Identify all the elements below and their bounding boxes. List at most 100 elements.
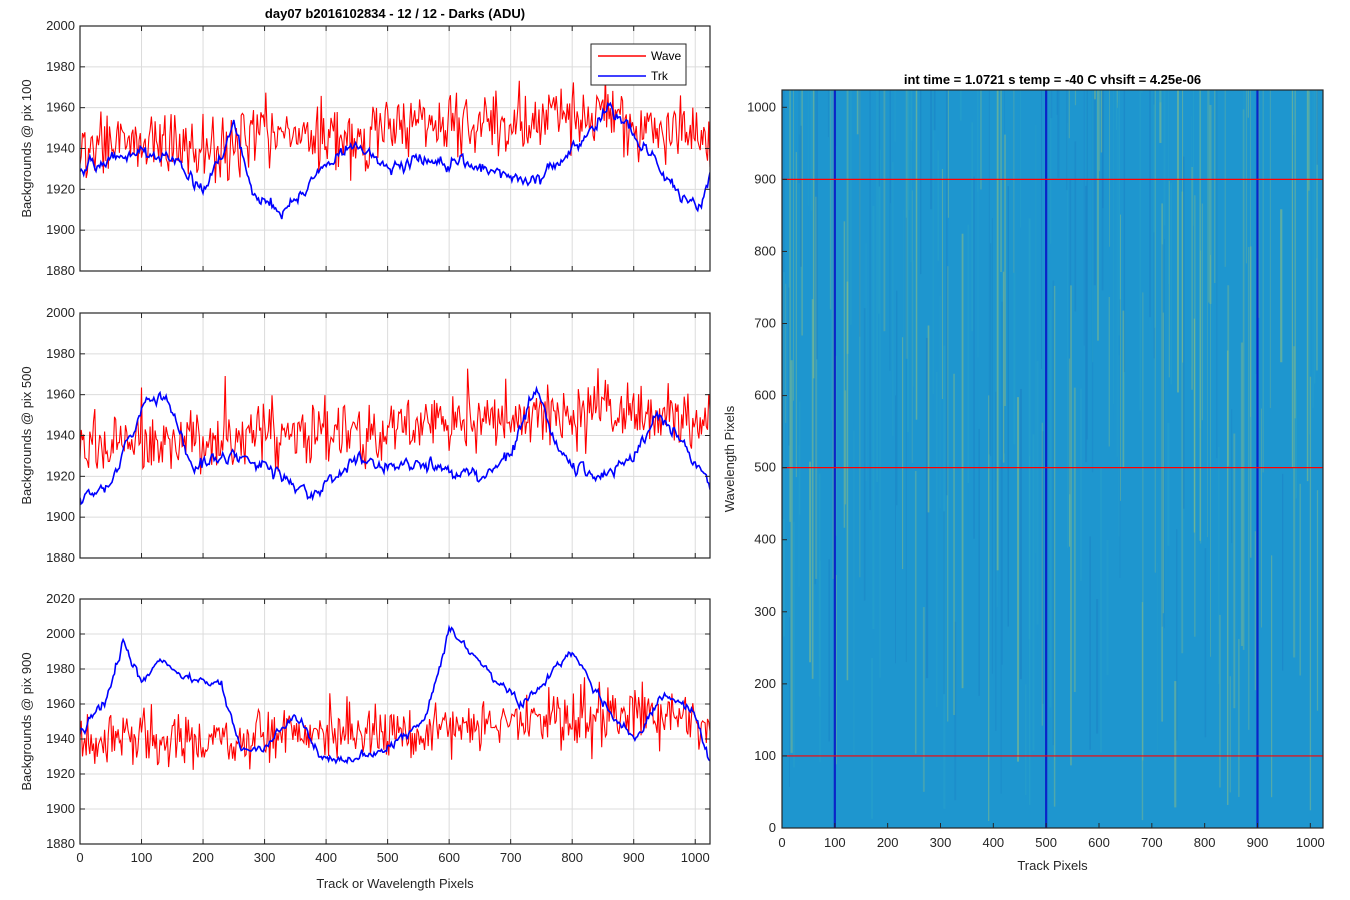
heatmap-streak [939,295,941,509]
line-panel-2: 1880 1900 1920 1940 1960 1980 2000 Backgrounds … [19,305,711,565]
heatmap-streak [1245,90,1247,264]
heatmap-streak [996,90,999,571]
x-tick-label: 0 [76,850,83,865]
legend-label-trk: Trk [651,69,669,83]
heatmap-streak [1167,422,1170,546]
x-tick-label: 200 [877,835,899,850]
heatmap-streak [1271,555,1273,798]
x-tick-label: 600 [438,850,460,865]
heatmap-streak [1316,490,1319,711]
y-tick-label: 1000 [747,99,776,114]
heatmap-streak [1208,90,1210,303]
figure-axes-layer: 1880190019201940196019802000Backgrounds … [19,6,1325,891]
heatmap-streak [819,560,821,763]
heatmap-streak [932,90,934,394]
y-tick-label: 500 [754,460,776,475]
heatmap-streak [1159,90,1162,143]
heatmap-streak [990,243,992,457]
heatmap-streak [1019,90,1021,228]
heatmap-streak [829,90,832,310]
heatmap-streak [816,90,818,360]
heatmap-streak [1153,104,1156,233]
heatmap-streak [1108,297,1110,447]
heatmap-streak [1193,318,1196,533]
y-tick-label: 600 [754,388,776,403]
heatmap-streak [1041,422,1044,726]
y-axis-label: Backgrounds @ pix 900 [19,652,34,790]
y-tick-label: 0 [769,820,776,835]
heatmap-streak [930,90,933,210]
heatmap-streak [1199,90,1202,429]
heatmap-streak [937,150,939,261]
heatmap-streak [859,90,861,337]
heatmap-streak [800,125,802,267]
heatmap-streak [996,481,998,608]
heatmap-streak [1120,214,1121,501]
heatmap-streak [1201,203,1203,421]
heatmap-streak [1249,246,1252,558]
heatmap-streak [922,607,925,792]
y-tick-label: 2000 [46,18,75,33]
x-tick-label: 900 [623,850,645,865]
heatmap-streak [1099,90,1101,172]
heatmap-streak [1057,90,1060,178]
heatmap-streak [910,90,913,141]
heatmap-streak [980,90,982,190]
heatmap-streak [1227,285,1230,466]
y-axis-label: Backgrounds @ pix 500 [19,366,34,504]
heatmap-streak [907,90,910,211]
heatmap-streak [793,521,795,768]
heatmap-streak [1074,90,1077,106]
heatmap-streak [807,90,809,206]
heatmap-streak [1168,180,1170,378]
heatmap-streak [1113,90,1115,405]
heatmap-streak [869,90,871,511]
heatmap-streak [1115,90,1118,130]
heatmap-streak [1080,388,1082,582]
x-tick-label: 800 [1194,835,1216,850]
heatmap-streak [1083,90,1085,346]
heatmap-streak [1068,90,1070,139]
heatmap-streak [1068,358,1071,547]
heatmap-streak [1116,102,1118,457]
series-line-trk [80,624,710,765]
heatmap-streak [1100,467,1102,753]
heatmap-streak [863,308,866,601]
y-tick-label: 2000 [46,305,75,320]
heatmap-streak [1219,614,1221,788]
heatmap-streak [914,471,917,754]
legend-box [590,43,687,86]
y-tick-label: 200 [754,676,776,691]
heatmap-streak [1085,185,1088,463]
heatmap-streak [878,90,881,187]
series-line-trk [80,101,710,220]
heatmap-streak [1102,90,1104,209]
heatmap-streak [1141,602,1144,821]
heatmap-streak [795,152,797,478]
heatmap-streak [1260,408,1262,628]
heatmap-streak [1094,90,1096,100]
heatmap-streak [1109,90,1111,247]
heatmap-streak [1070,285,1072,766]
heatmap-streak [1149,90,1152,318]
heatmap-streak [1306,90,1309,482]
heatmap-streak [1170,182,1173,385]
y-tick-label: 900 [754,171,776,186]
heatmap-streak [945,90,948,496]
heatmap-streak [988,90,990,455]
heatmap-streak [812,90,815,379]
heatmap-streak [814,90,816,585]
heatmap-streak [927,325,930,513]
heatmap-streak [850,90,852,325]
heatmap-streak [811,299,814,679]
heatmap-streak [1229,676,1231,793]
heatmap-streak [903,209,904,490]
heatmap-streak [1280,209,1283,363]
heatmap-streak [1004,90,1005,454]
heatmap-streak [1001,301,1003,665]
heatmap-streak [1159,90,1162,103]
chart-title: day07 b2016102834 - 12 / 12 - Darks (ADU… [265,6,525,21]
x-tick-label: 500 [1035,835,1057,850]
heatmap-streak [991,218,993,674]
